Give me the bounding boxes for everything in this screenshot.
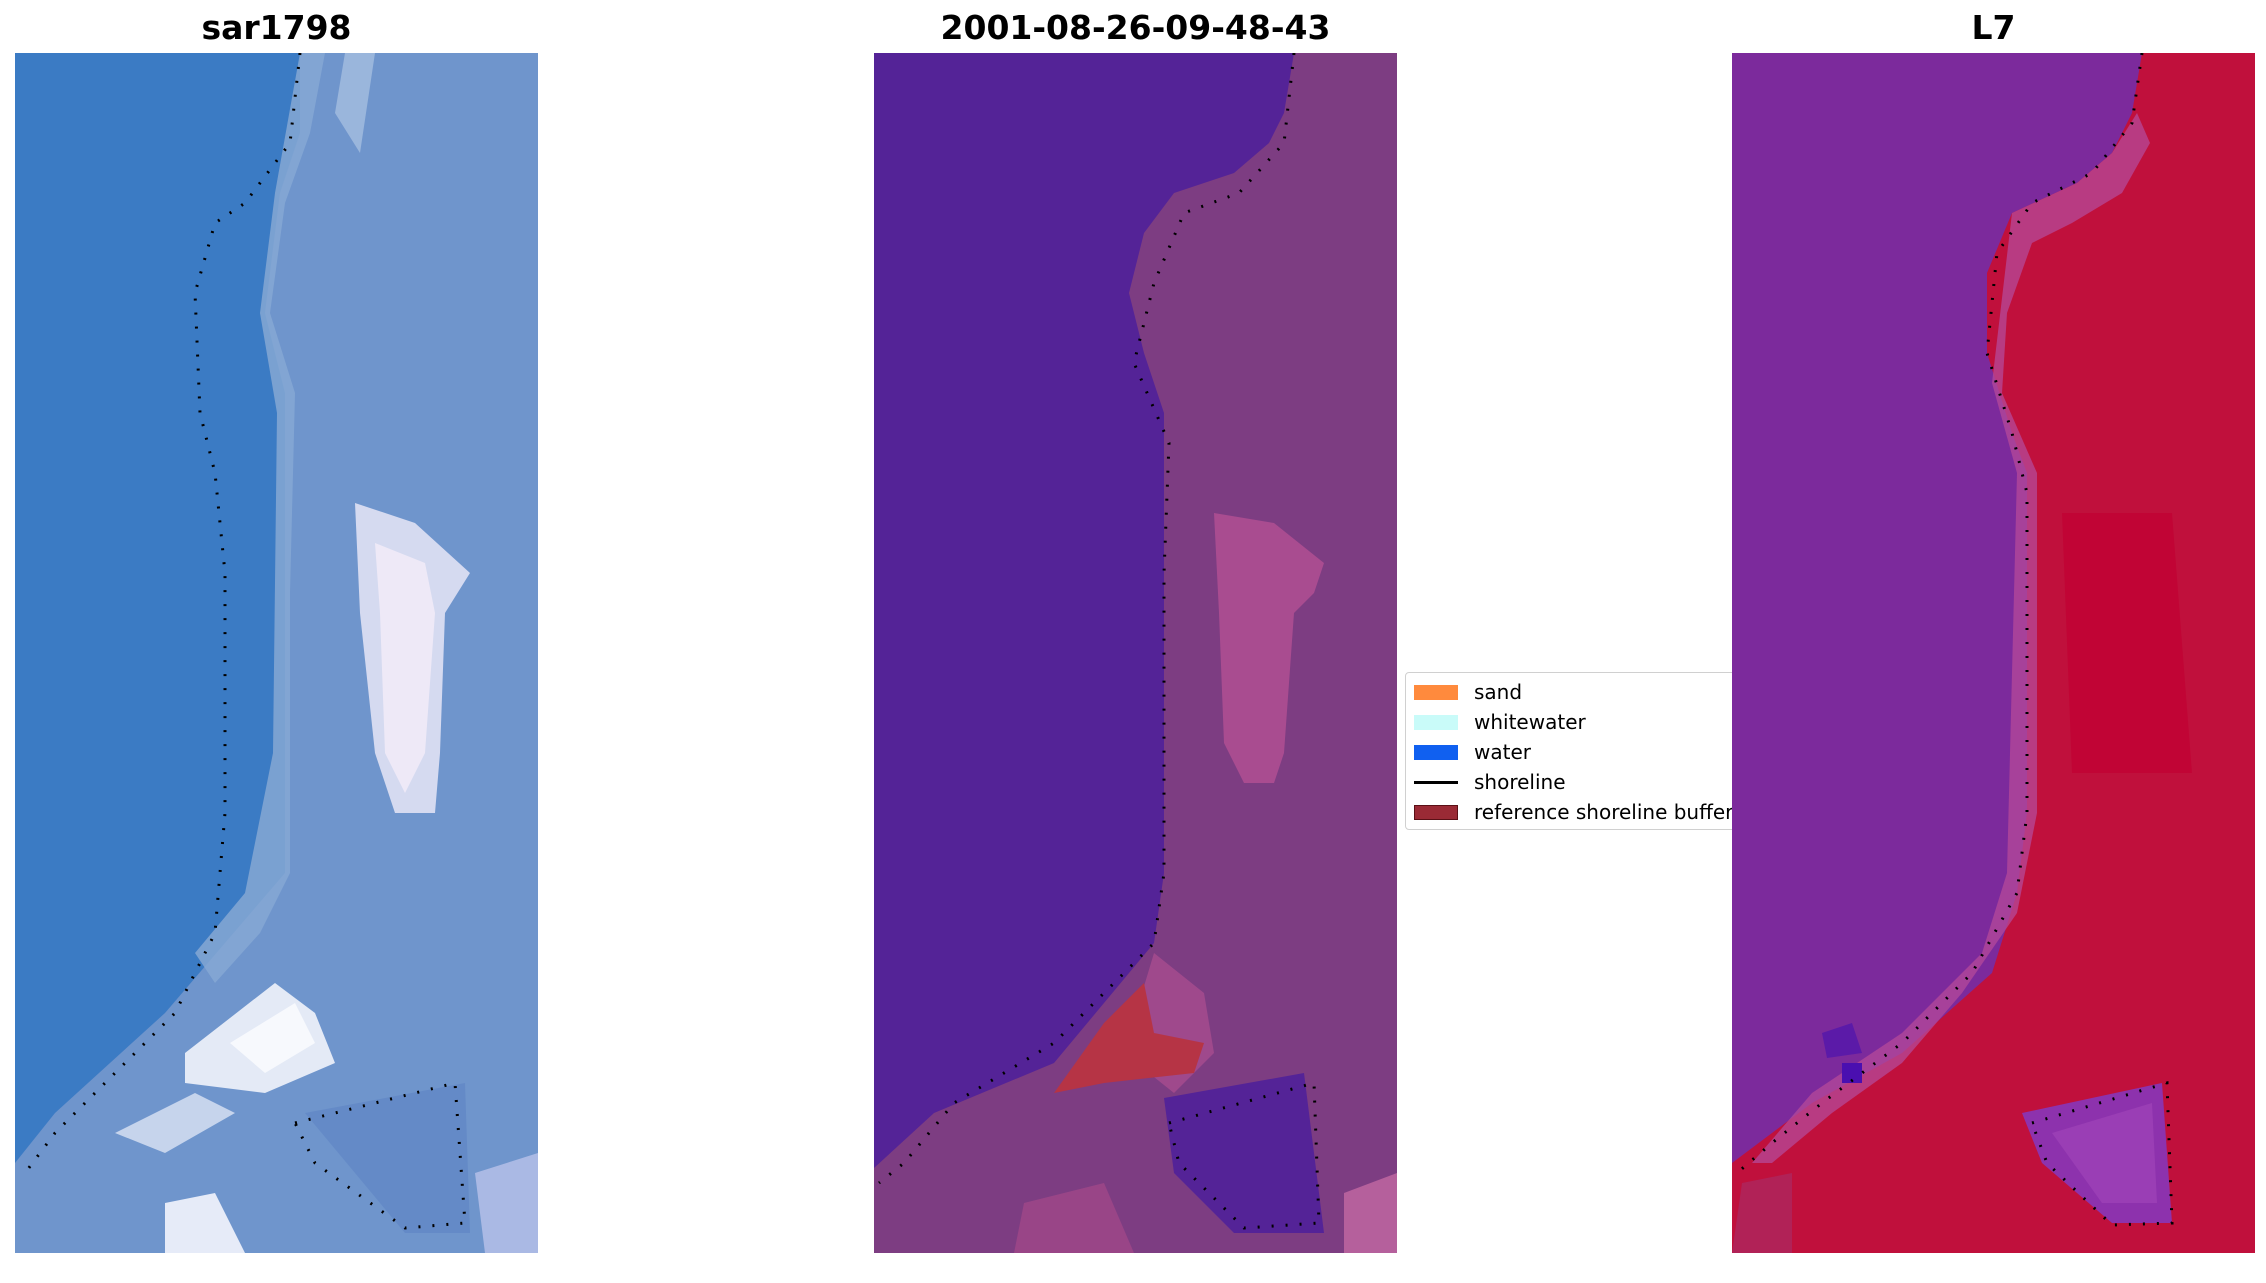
legend-label: sand bbox=[1474, 680, 1523, 704]
legend-label: whitewater bbox=[1474, 710, 1586, 734]
panel-title-rgb: sar1798 bbox=[201, 8, 352, 47]
l7-image bbox=[1732, 53, 2255, 1253]
panel-title-l7: L7 bbox=[1971, 8, 2016, 47]
reference-buffer-swatch bbox=[1414, 804, 1458, 820]
sand-swatch bbox=[1414, 684, 1458, 700]
legend-item-water: water bbox=[1414, 737, 1531, 767]
legend-item-reference-buffer: reference shoreline buffer bbox=[1414, 797, 1733, 827]
classified-image-panel bbox=[874, 53, 1397, 1253]
legend-item-shoreline: shoreline bbox=[1414, 767, 1566, 797]
rgb-image-panel bbox=[15, 53, 538, 1253]
legend: sand whitewater water shoreline referenc… bbox=[1405, 672, 1770, 830]
rgb-image bbox=[15, 53, 538, 1253]
legend-item-sand: sand bbox=[1414, 677, 1522, 707]
legend-label: water bbox=[1474, 740, 1531, 764]
legend-label: reference shoreline buffer bbox=[1474, 800, 1734, 824]
water-swatch bbox=[1414, 744, 1458, 760]
panel-title-classified: 2001-08-26-09-48-43 bbox=[940, 8, 1331, 47]
shoreline-line-swatch bbox=[1414, 780, 1458, 784]
classified-image bbox=[874, 53, 1397, 1253]
legend-label: shoreline bbox=[1474, 770, 1566, 794]
whitewater-swatch bbox=[1414, 714, 1458, 730]
l7-image-panel bbox=[1732, 53, 2255, 1253]
legend-item-whitewater: whitewater bbox=[1414, 707, 1586, 737]
